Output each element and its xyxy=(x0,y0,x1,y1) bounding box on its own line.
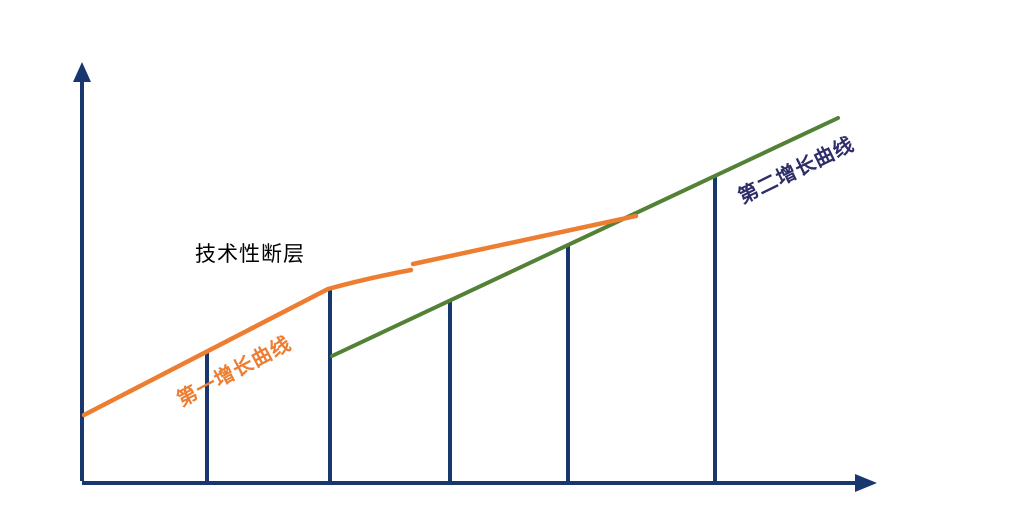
first-growth-curve-line-before-fault xyxy=(81,267,414,418)
technical-fault-label: 技术性断层 xyxy=(195,243,305,266)
second-growth-curve-label: 第二增长曲线 xyxy=(734,132,858,209)
y-axis-arrow-icon xyxy=(73,62,91,82)
first-growth-curve-line-after-fault xyxy=(410,213,639,267)
second-growth-curve-line xyxy=(330,116,840,358)
x-axis-arrow-icon xyxy=(855,474,877,492)
first-growth-curve-label: 第一增长曲线 xyxy=(173,331,296,411)
